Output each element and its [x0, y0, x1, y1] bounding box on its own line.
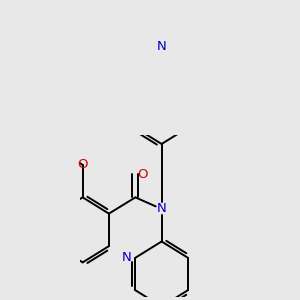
- Text: N: N: [122, 251, 132, 264]
- Text: N: N: [157, 202, 166, 215]
- Text: N: N: [157, 40, 166, 53]
- Text: O: O: [138, 168, 148, 181]
- Text: O: O: [77, 158, 88, 171]
